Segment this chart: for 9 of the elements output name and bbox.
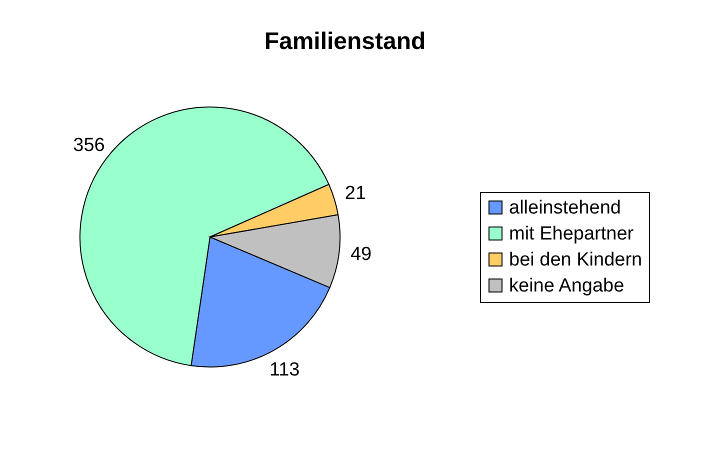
- data-label: 356: [73, 135, 105, 156]
- legend-label: mit Ehepartner: [509, 224, 634, 244]
- legend-label: bei den Kindern: [509, 250, 642, 270]
- data-label: 21: [344, 182, 366, 204]
- chart-title: Familienstand: [264, 28, 426, 55]
- legend-label: alleinstehend: [509, 198, 621, 218]
- legend-label: keine Angabe: [509, 276, 624, 296]
- data-label: 49: [350, 244, 372, 266]
- data-label: 113: [269, 359, 300, 380]
